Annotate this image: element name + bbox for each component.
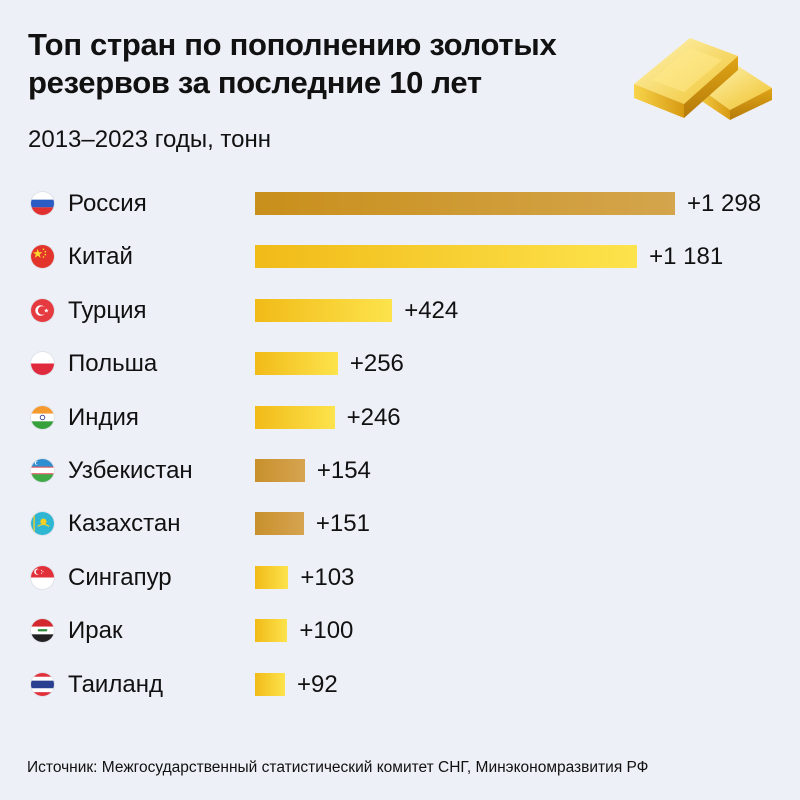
chart-row: Узбекистан +154 [0, 454, 800, 488]
bar [255, 619, 288, 643]
value-label: +246 [346, 403, 401, 431]
value-label: +100 [299, 617, 354, 645]
kazakhstan-flag-icon [31, 512, 54, 536]
chart-row: Казахстан +151 [0, 507, 800, 541]
bar [255, 459, 305, 482]
singapore-flag-icon [31, 565, 54, 589]
bar [255, 565, 289, 589]
value-label: +256 [349, 350, 404, 378]
value-label: +103 [300, 563, 355, 591]
russia-flag-icon [31, 192, 54, 215]
value-label: +92 [297, 670, 338, 698]
india-flag-icon [31, 405, 54, 429]
category-label: Таиланд [68, 670, 163, 698]
category-label: Ирак [68, 617, 123, 645]
chart-row: Индия +246 [0, 401, 800, 435]
gold-bars-icon [634, 38, 772, 120]
category-label: Индия [68, 403, 139, 431]
category-label: Сингапур [68, 563, 172, 591]
chart-row: Россия +1 298 [0, 187, 800, 221]
poland-flag-icon [31, 352, 54, 376]
chart-row: Китай +1 181 [0, 240, 800, 274]
chart-row: Таиланд +92 [0, 668, 800, 702]
chart-row: Польша +256 [0, 347, 800, 381]
category-label: Казахстан [68, 510, 181, 538]
bar [255, 298, 393, 322]
category-label: Россия [68, 190, 147, 217]
bar [255, 192, 675, 215]
value-label: +151 [315, 510, 370, 538]
iraq-flag-icon [31, 619, 54, 643]
chart-row: Турция +424 [0, 294, 800, 328]
value-label: +154 [316, 457, 371, 484]
turkey-flag-icon [31, 298, 54, 322]
value-label: +1 298 [687, 190, 762, 217]
uzbekistan-flag-icon [31, 459, 54, 482]
chart-row: Ирак +100 [0, 614, 800, 648]
bar [255, 352, 338, 376]
category-label: Турция [68, 296, 147, 324]
bar [255, 245, 638, 269]
bar [255, 405, 335, 429]
thailand-flag-icon [31, 672, 54, 696]
category-label: Польша [68, 350, 158, 378]
source-note: Источник: Межгосударственный статистичес… [27, 759, 649, 776]
bar [255, 512, 304, 536]
china-flag-icon [31, 245, 54, 269]
value-label: +424 [404, 296, 459, 324]
chart-row: Сингапур +103 [0, 561, 800, 595]
category-label: Китай [68, 243, 133, 271]
value-label: +1 181 [649, 243, 724, 271]
category-label: Узбекистан [68, 457, 193, 484]
chart-subtitle: 2013–2023 годы, тонн [28, 126, 272, 153]
bar [255, 672, 285, 696]
chart-title: Топ стран по пополнению золотых резервов… [28, 27, 557, 100]
